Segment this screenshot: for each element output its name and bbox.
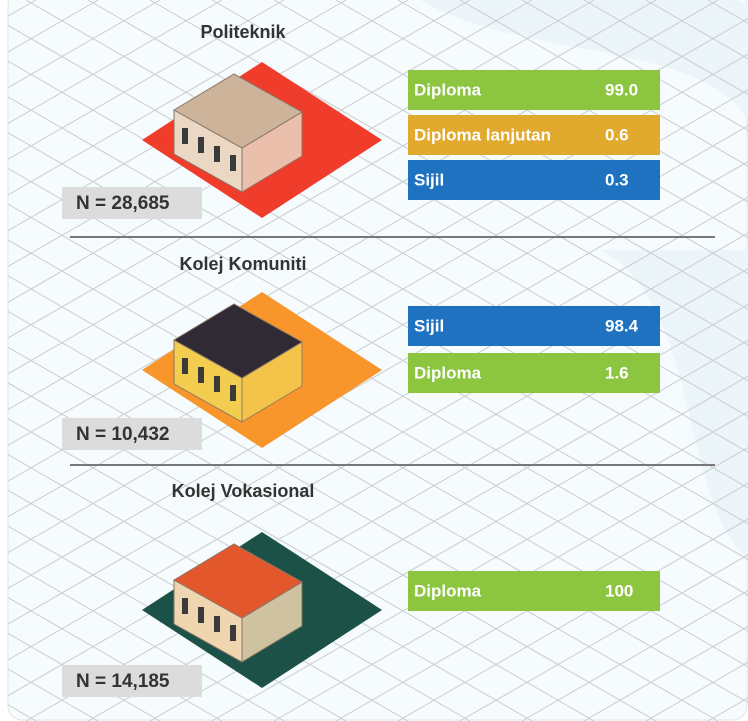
window: [198, 137, 204, 153]
category-value: 100: [605, 581, 633, 600]
window: [214, 146, 220, 162]
infographic: Politeknik N = 28,685 Diploma 99.0 Diploma l…: [0, 0, 748, 721]
n-label: N = 14,185: [76, 671, 170, 692]
n-label: N = 28,685: [76, 193, 170, 214]
window: [182, 358, 188, 374]
window: [182, 128, 188, 144]
category-value: 99.0: [605, 80, 638, 99]
category-value: 0.6: [605, 125, 629, 144]
category-label: Sijil: [414, 316, 444, 335]
category-value: 0.3: [605, 170, 629, 189]
category-label: Diploma: [414, 363, 482, 382]
category-label: Sijil: [414, 170, 444, 189]
window: [182, 598, 188, 614]
window: [214, 376, 220, 392]
window: [198, 607, 204, 623]
window: [230, 385, 236, 401]
category-label: Diploma: [414, 80, 482, 99]
category-label: Diploma lanjutan: [414, 125, 551, 144]
category-value: 98.4: [605, 316, 639, 335]
category-value: 1.6: [605, 363, 629, 382]
section-title: Politeknik: [200, 22, 286, 42]
n-label: N = 10,432: [76, 424, 170, 445]
window: [198, 367, 204, 383]
section-title: Kolej Vokasional: [172, 481, 315, 501]
window: [230, 625, 236, 641]
window: [214, 616, 220, 632]
category-label: Diploma: [414, 581, 482, 600]
window: [230, 155, 236, 171]
section-title: Kolej Komuniti: [180, 254, 307, 274]
